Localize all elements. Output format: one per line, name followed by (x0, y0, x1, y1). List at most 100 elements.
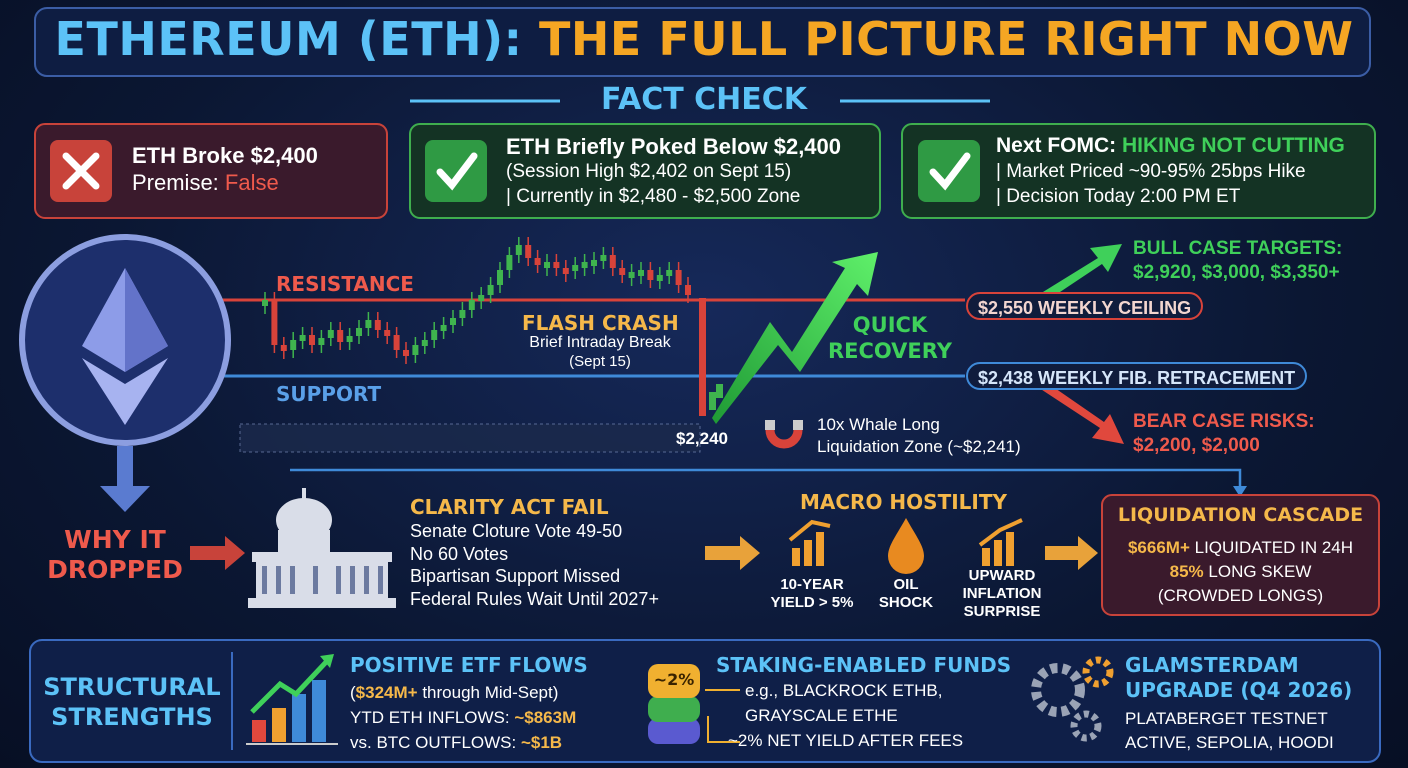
card-line: | Currently in $2,480 - $2,500 Zone (506, 186, 801, 207)
candle (685, 285, 691, 295)
candle (468, 300, 475, 310)
candle (440, 325, 447, 331)
candle (459, 310, 466, 318)
recovery-line: RECOVERY (827, 339, 953, 363)
highlight: $666M+ (1127, 538, 1190, 557)
clarity-line: Bipartisan Support Missed (410, 566, 621, 586)
strengths-heading: STRUCTURAL STRENGTHS (32, 672, 232, 732)
candle (356, 328, 362, 336)
cascade-box (1101, 494, 1380, 616)
macro-item: UPWARD INFLATION SURPRISE (952, 567, 1052, 621)
item-line: 10-YEAR (780, 576, 844, 593)
candle (544, 262, 550, 268)
card (409, 123, 881, 219)
candle (393, 335, 400, 350)
clarity-lines: Senate Cloture Vote 49-50 No 60 Votes Bipa… (410, 520, 659, 610)
cascade-line: (CROWDED LONGS) (1157, 586, 1324, 605)
magnet-tip (765, 420, 775, 430)
staking-line: ~2% NET YIELD AFTER FEES (728, 731, 964, 750)
icon-check (425, 140, 487, 202)
candle (515, 245, 522, 255)
check (929, 152, 971, 191)
title: ETHEREUM (ETH): THE FULL PICTURE RIGHT N… (0, 12, 1408, 66)
inflation-icon (978, 518, 1023, 566)
candle (309, 335, 315, 345)
gear-icon (1031, 656, 1114, 742)
candle (384, 330, 391, 336)
staking-icon (648, 664, 700, 744)
clarity-title: CLARITY ACT FAIL (410, 495, 609, 519)
candle (299, 335, 306, 341)
candle (421, 340, 428, 346)
bear-targets: $2,200, $2,000 (1133, 435, 1260, 456)
candle (609, 255, 616, 268)
bear-arrow (1030, 375, 1124, 444)
candle (656, 275, 663, 281)
title-lead: ETHEREUM (ETH): (54, 12, 523, 66)
magnet (765, 429, 803, 449)
capitol-columns (262, 566, 383, 594)
label: Next FOMC: (996, 134, 1117, 157)
text: ( (350, 683, 356, 702)
candle (450, 318, 456, 325)
candle (525, 245, 532, 258)
staking-title: STAKING-ENABLED FUNDS (716, 653, 1012, 677)
candle (666, 270, 673, 276)
card-line: (Session High $2,402 on Sept 15) (506, 161, 792, 182)
candle (290, 340, 297, 350)
upgrade-line: ACTIVE, SEPOLIA, HOODI (1125, 733, 1334, 752)
card-line: | Decision Today 2:00 PM ET (996, 186, 1241, 207)
candle (365, 320, 372, 328)
card (34, 123, 388, 219)
bear-title: BEAR CASE RISKS: (1133, 411, 1315, 432)
connector-head (1233, 486, 1247, 497)
highlight: $324M+ (355, 683, 418, 702)
candle (591, 260, 597, 266)
text: LIQUIDATED IN 24H (1189, 538, 1354, 557)
upgrade-line: PLATABERGET TESTNET (1125, 709, 1328, 728)
check (436, 152, 478, 191)
label: Premise: (132, 170, 219, 195)
upgrade-title: GLAMSTERDAM UPGRADE (Q4 2026) (1125, 653, 1352, 703)
arrow (1045, 536, 1098, 570)
etf-line: YTD ETH INFLOWS: ~$863M (350, 705, 576, 730)
candle (562, 268, 569, 274)
bull-targets: $2,920, $3,000, $3,350+ (1133, 262, 1340, 283)
section-heading: FACT CHECK (600, 82, 808, 117)
etf-icon (246, 654, 338, 745)
verdict: False (224, 170, 279, 195)
item-line: SHOCK (878, 594, 934, 611)
whale-line: 10x Whale Long (817, 415, 940, 434)
bull-title: BULL CASE TARGETS: (1133, 238, 1343, 259)
etf-title: POSITIVE ETF FLOWS (350, 653, 588, 677)
low-label: $2,240 (676, 429, 728, 448)
card-title: Next FOMC: HIKING NOT CUTTING (996, 134, 1345, 158)
candle (619, 268, 626, 275)
eth-diamond (82, 358, 168, 425)
candle (346, 336, 353, 342)
candle (412, 345, 419, 355)
title-frame (34, 7, 1371, 77)
fib-pill: $2,438 WEEKLY FIB. RETRACEMENT (966, 362, 1308, 390)
down-arrow (117, 446, 133, 488)
item-line: YIELD > 5% (770, 594, 854, 611)
icon-check (918, 140, 980, 202)
title-line: GLAMSTERDAM (1125, 653, 1299, 677)
item-line: SURPRISE (963, 603, 1041, 620)
candle (271, 300, 278, 345)
macro-item: OIL SHOCK (866, 576, 946, 612)
heading-line: STRENGTHS (51, 703, 213, 731)
cascade-line: 85% LONG SKEW (1102, 560, 1379, 584)
cascade-line: $666M+ LIQUIDATED IN 24H (1102, 536, 1379, 560)
candle (572, 265, 579, 271)
etf-lines: ($324M+ through Mid-Sept) YTD ETH INFLOW… (350, 680, 576, 755)
eth-diamond (125, 268, 168, 372)
flash-crash-line: (Sept 15) (569, 353, 631, 370)
connector (290, 468, 1242, 490)
candle (647, 270, 654, 280)
magnet-tip (793, 420, 803, 430)
heading-line: WHY IT (64, 525, 166, 554)
candle (337, 330, 344, 342)
candlesticks (262, 237, 723, 416)
card-line: Premise: False (132, 170, 279, 196)
